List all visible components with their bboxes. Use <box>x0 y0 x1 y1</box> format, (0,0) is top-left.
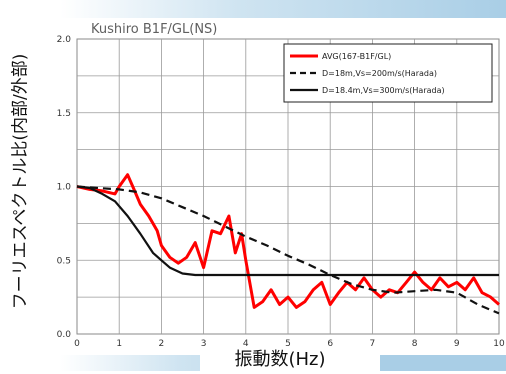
x-tick-label: 8 <box>412 339 418 348</box>
series-line-2 <box>76 185 500 315</box>
series-line-1 <box>76 173 500 309</box>
x-tick-label: 7 <box>370 339 376 348</box>
y-tick-label: 0.0 <box>57 330 72 340</box>
y-tick-label: 1.0 <box>57 183 72 193</box>
legend-entry: AVG(167-B1F/GL) <box>322 52 391 61</box>
x-tick-label: 6 <box>327 339 333 348</box>
y-axis-label: フーリエスペクトル比(内部/外部) <box>10 53 31 309</box>
legend-entry: D=18m,Vs=200m/s(Harada) <box>322 69 437 78</box>
y-tick-label: 0.5 <box>57 256 71 266</box>
y-tick-label: 2.0 <box>57 35 72 45</box>
legend-box <box>283 43 493 103</box>
x-tick-label: 1 <box>116 339 122 348</box>
x-tick-label: 2 <box>159 339 165 348</box>
y-tick-label: 1.5 <box>57 109 71 119</box>
x-tick-label: 5 <box>285 339 291 348</box>
x-tick-label: 9 <box>454 339 460 348</box>
y-axis-label-wrap: フーリエスペクトル比(内部/外部) <box>0 14 36 348</box>
x-tick-label: 0 <box>74 339 80 348</box>
x-axis-label: 振動数(Hz) <box>200 346 360 374</box>
x-tick-label: 3 <box>201 339 207 348</box>
decorative-band-right <box>380 355 506 371</box>
chart-title: Kushiro B1F/GL(NS) <box>91 22 217 37</box>
legend-entry: D=18.4m,Vs=300m/s(Harada) <box>322 86 445 95</box>
x-tick-label: 10 <box>493 339 505 348</box>
decorative-band-top <box>60 0 506 18</box>
chart: 0 1 2 3 4 5 6 7 8 9 10 0.0 0.5 1.0 1.5 2.0 Kushiro B1F/G… <box>57 22 505 348</box>
x-tick-label: 4 <box>243 339 249 348</box>
series-line-3 <box>76 185 499 277</box>
